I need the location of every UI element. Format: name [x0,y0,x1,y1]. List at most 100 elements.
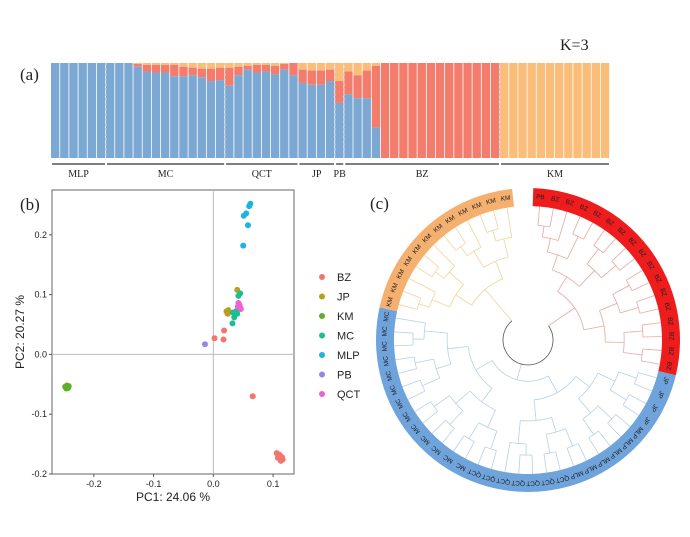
leaf-label: KM [485,197,496,206]
admixture-segment [573,63,582,158]
tree-branch [454,227,466,244]
admixture-segment [261,63,271,65]
tree-branch [611,247,626,262]
admixture-segment [307,84,316,158]
tree-branch [481,387,493,403]
tree-branch [467,220,482,248]
admixture-segment [225,63,234,68]
tree-branch [460,246,468,256]
leaf-label: BZ [627,237,638,248]
admixture-segment [371,63,381,66]
admixture-segment [170,64,179,77]
tree-branch [395,356,415,361]
admixture-segment [335,81,344,103]
admixture-segment [115,63,124,158]
leaf-label: BZ [636,248,647,259]
point-mc [235,292,242,299]
legend-key-mc [319,332,325,339]
leaf-label: QCT [555,474,570,484]
admixture-segment [206,63,216,69]
admixture-segment [234,66,243,76]
admixture-segment [133,66,142,158]
tree-branch [615,414,631,427]
leaf-label: QCT [467,467,482,479]
tree-branch [578,398,592,414]
point-bz [220,336,227,343]
leaf-label: KM [421,233,433,245]
admixture-segment [197,63,206,69]
tree-branch [557,291,585,330]
admixture-segment [252,64,261,73]
tree-branch [422,377,440,387]
tree-branch [572,233,584,240]
tree-branch [403,290,421,299]
admixture-segment [206,68,216,82]
tree-branch [548,307,575,327]
admixture-segment [170,63,179,65]
tree-branch [611,260,620,271]
point-bz [221,327,228,334]
leaf-label: MC [455,461,467,472]
admixture-segment [69,63,78,158]
plot-frame [51,189,295,475]
admixture-segment [179,66,188,77]
point-bz [211,335,218,342]
admixture-segment [445,63,454,158]
leaf-label: QCT [481,472,496,482]
leaf-label: BZ [604,217,615,228]
leaf-label: BZ [658,287,667,297]
tree-branch [551,417,557,433]
admixture-segment [344,94,353,158]
tree-branch [490,450,497,469]
tree-branch [575,376,590,388]
tree-branch [518,454,521,474]
tree-branch [478,422,498,432]
panel-label-a: (a) [20,65,39,84]
admixture-segment [417,63,426,158]
admixture-segment [545,63,555,158]
tree-branch [414,401,431,413]
tree-branch [443,235,457,251]
tree-branch [433,244,456,267]
admixture-segment [188,67,197,76]
tree-branch [436,363,451,370]
leaf-label: BZ [565,199,575,208]
leaf-label: JP [661,376,670,385]
point-pb [201,341,208,348]
admixture-segment [179,76,188,158]
tree-branch [455,294,472,306]
tree-branch [443,265,456,279]
tree-branch [609,389,627,401]
tree-branch [557,211,568,241]
admixture-segment [243,63,252,66]
tree-branch [537,224,550,228]
admixture-segment [298,69,307,83]
tree-branch [588,437,600,455]
admixture-segment [371,127,381,158]
tree-branch [493,210,499,229]
admixture-segment [454,63,463,158]
legend-key-km [319,313,325,319]
tree-branch [583,325,605,331]
admixture-segment [215,80,225,158]
leaf-label: BZ [550,195,560,203]
tree-branch [531,455,534,474]
tree-branch [468,422,480,440]
admixture-segment [179,63,188,67]
tree-branch [407,390,426,400]
admixture-segment [96,63,106,158]
leaf-label: KM [471,201,483,211]
leaf-label: BZ [592,210,603,220]
clade-ring-blue [375,307,676,493]
tree-branch [549,208,554,228]
leaf-label: QCT [496,476,511,485]
legend-key-bz [319,274,325,280]
admixture-segment [225,67,234,86]
admixture-segment [160,63,170,65]
tree-branch [593,229,605,246]
point-mlp [246,203,253,210]
tree-branch [453,435,465,452]
admixture-segment [252,63,261,65]
legend-key-mlp [319,352,325,358]
admixture-segment [160,72,170,158]
